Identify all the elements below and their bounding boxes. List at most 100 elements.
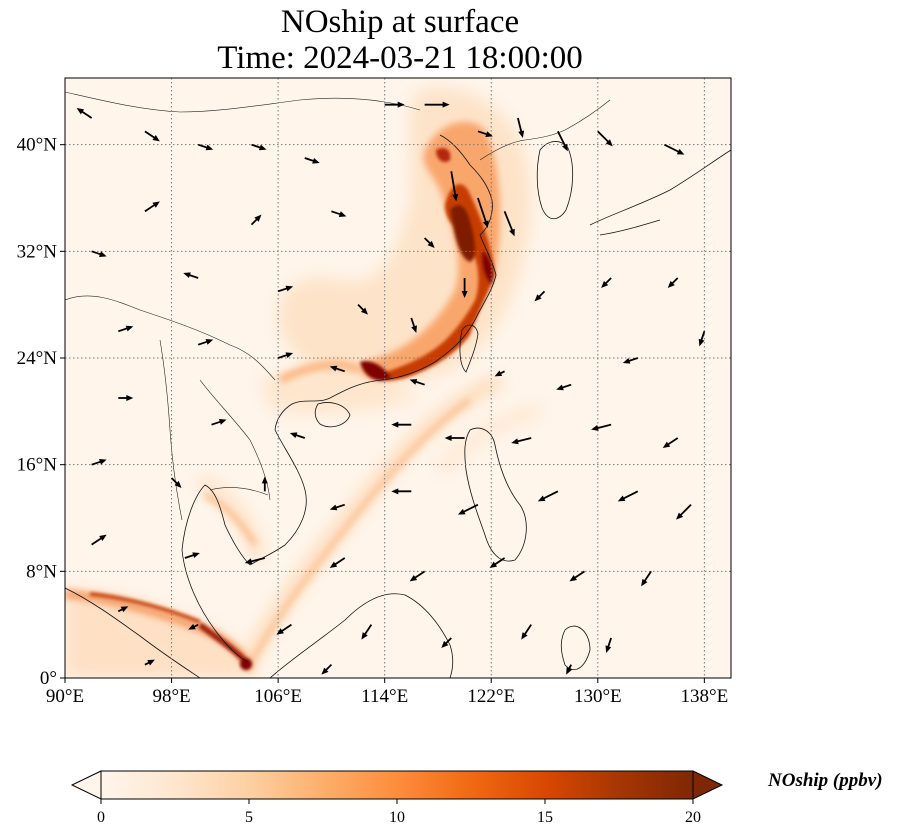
colorbar-tick-label: 5	[245, 809, 253, 826]
kyushu-shikoku-coastline	[599, 219, 661, 236]
yangtze-delta-hotspot	[481, 250, 494, 285]
wind-arrow	[391, 488, 412, 495]
wind-arrow	[91, 459, 107, 466]
wind-arrow	[329, 365, 346, 373]
wind-arrow	[601, 277, 612, 288]
wind-arrow	[662, 437, 679, 448]
sumatra-coastline	[65, 587, 201, 678]
luzon-strait-glow	[435, 404, 542, 475]
wind-arrow	[197, 339, 214, 346]
colorbar: 0 5 10 15 20	[70, 770, 724, 826]
wind-arrow	[676, 504, 692, 520]
wind-arrow	[261, 476, 268, 492]
wind-arrow	[144, 201, 160, 213]
wind-arrow	[76, 108, 93, 119]
y-tick-label: 24°N	[17, 348, 58, 369]
strong-plume-layer	[89, 148, 495, 670]
wind-arrow	[441, 637, 452, 648]
korea-china-border	[479, 99, 611, 161]
wind-arrow	[424, 101, 450, 108]
wind-arrow	[503, 210, 515, 237]
wind-arrow	[118, 395, 134, 401]
wind-arrow	[557, 130, 568, 152]
wind-arrow	[477, 197, 489, 228]
myanmar-thailand-border	[159, 339, 183, 521]
x-tick-label: 130°E	[574, 686, 622, 707]
wind-arrow	[622, 357, 639, 364]
wind-arrow	[304, 157, 320, 164]
wind-arrow	[424, 237, 435, 248]
y-tick-label: 16°N	[17, 455, 58, 476]
x-tick-label: 114°E	[361, 686, 408, 707]
x-tick-label: 98°E	[152, 686, 190, 707]
wind-vectors	[76, 101, 706, 675]
wind-arrow	[521, 624, 532, 640]
wind-arrow	[457, 503, 479, 515]
wind-arrow	[409, 570, 426, 582]
hainan-coastline	[314, 402, 351, 428]
borneo-coastline	[269, 593, 454, 678]
pearl-river-delta-hotspot	[360, 361, 392, 381]
colorbar-ticks: 0 5 10 15 20	[97, 799, 701, 826]
x-tick-label: 106°E	[254, 686, 302, 707]
x-tick-label: 138°E	[681, 686, 729, 707]
wind-arrow	[289, 432, 306, 439]
shandong-hotspot	[450, 204, 476, 262]
wind-arrow	[329, 557, 346, 568]
wind-arrow	[144, 130, 160, 142]
west-guangdong-coast	[278, 360, 362, 384]
vietnam-coastline	[249, 429, 307, 566]
wind-arrow	[489, 557, 506, 568]
colorbar-tick-label: 15	[537, 809, 553, 826]
wind-arrow	[698, 331, 706, 347]
wind-arrow	[188, 623, 199, 630]
wind-arrow	[663, 143, 685, 155]
wind-arrow	[450, 171, 459, 202]
mongolia-border	[65, 91, 421, 113]
malacca-plume	[65, 588, 257, 678]
colorbar-gradient	[101, 771, 693, 799]
wind-arrow	[117, 606, 129, 613]
gridlines	[65, 78, 731, 678]
yellow-sea-coastal-plume	[361, 121, 501, 380]
malacca-strait-lane	[89, 592, 201, 624]
y-tick-label: 8°N	[26, 561, 57, 582]
gulf-of-thailand-medium	[203, 492, 258, 547]
colorbar-tick-label: 10	[389, 809, 405, 826]
latitude-axis: 0° 8°N 16°N 24°N 32°N 40°N	[17, 135, 65, 689]
wind-arrow	[410, 317, 417, 333]
x-tick-label: 90°E	[46, 686, 84, 707]
japan-coastline	[589, 149, 731, 226]
x-tick-label: 122°E	[467, 686, 515, 707]
wind-arrow	[494, 370, 505, 377]
y-tick-label: 32°N	[17, 241, 58, 262]
wind-arrow	[667, 277, 679, 288]
wind-arrow	[477, 130, 493, 137]
wind-arrow	[591, 423, 612, 431]
south-china-sea-lane-glow	[243, 373, 504, 664]
south-china-sea-lane-medium	[247, 397, 472, 667]
wind-arrow	[534, 290, 546, 302]
wind-arrow	[409, 379, 425, 386]
wind-arrow	[391, 421, 412, 428]
wind-arrow	[197, 143, 214, 151]
wind-arrow	[211, 419, 227, 426]
noship-concentration-field	[65, 87, 731, 678]
wind-arrow	[641, 570, 652, 587]
wind-arrow	[277, 352, 294, 359]
korea-coastline	[536, 141, 574, 220]
wind-arrow	[144, 659, 155, 666]
wind-arrow	[170, 477, 182, 488]
wind-arrow	[617, 490, 639, 502]
colorbar-tick-label: 0	[97, 809, 105, 826]
taiwan-coastline	[459, 324, 479, 373]
thailand-malay-coastline	[181, 484, 251, 663]
wind-arrow	[250, 214, 262, 226]
wind-arrow	[277, 285, 294, 293]
wind-arrow	[537, 490, 559, 502]
wind-arrow	[184, 552, 200, 559]
mindanao-south-coastline	[560, 625, 591, 670]
coastlines	[65, 134, 731, 678]
china-southwest-border	[65, 295, 276, 381]
